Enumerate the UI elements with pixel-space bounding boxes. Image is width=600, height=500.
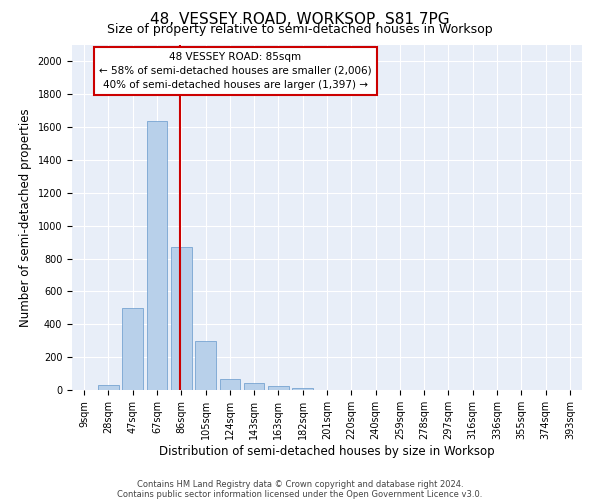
Text: Size of property relative to semi-detached houses in Worksop: Size of property relative to semi-detach… bbox=[107, 22, 493, 36]
Bar bbox=[220, 380, 240, 390]
Text: 48 VESSEY ROAD: 85sqm
← 58% of semi-detached houses are smaller (2,006)
40% of s: 48 VESSEY ROAD: 85sqm ← 58% of semi-deta… bbox=[99, 52, 371, 90]
Bar bbox=[268, 386, 289, 390]
Y-axis label: Number of semi-detached properties: Number of semi-detached properties bbox=[19, 108, 32, 327]
Text: 48, VESSEY ROAD, WORKSOP, S81 7PG: 48, VESSEY ROAD, WORKSOP, S81 7PG bbox=[150, 12, 450, 28]
Bar bbox=[146, 120, 167, 390]
Bar bbox=[122, 308, 143, 390]
Text: Contains HM Land Registry data © Crown copyright and database right 2024.
Contai: Contains HM Land Registry data © Crown c… bbox=[118, 480, 482, 499]
Bar bbox=[98, 385, 119, 390]
Bar bbox=[292, 388, 313, 390]
Bar bbox=[244, 384, 265, 390]
X-axis label: Distribution of semi-detached houses by size in Worksop: Distribution of semi-detached houses by … bbox=[159, 444, 495, 458]
Bar bbox=[171, 247, 191, 390]
Bar bbox=[195, 340, 216, 390]
